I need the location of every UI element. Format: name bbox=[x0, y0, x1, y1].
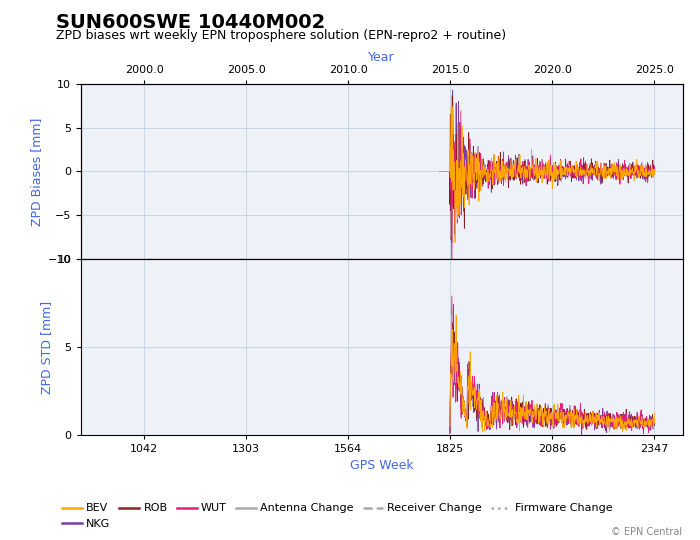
Y-axis label: ZPD Biases [mm]: ZPD Biases [mm] bbox=[30, 117, 43, 226]
Text: ZPD biases wrt weekly EPN troposphere solution (EPN-repro2 + routine): ZPD biases wrt weekly EPN troposphere so… bbox=[56, 29, 506, 42]
X-axis label: GPS Week: GPS Week bbox=[350, 460, 413, 472]
Text: © EPN Central: © EPN Central bbox=[611, 527, 682, 537]
Legend: BEV, NKG, ROB, WUT, Antenna Change, Receiver Change, Firmware Change: BEV, NKG, ROB, WUT, Antenna Change, Rece… bbox=[62, 503, 612, 529]
X-axis label: Year: Year bbox=[368, 51, 395, 64]
Y-axis label: ZPD STD [mm]: ZPD STD [mm] bbox=[41, 300, 53, 394]
Text: SUN600SWE 10440M002: SUN600SWE 10440M002 bbox=[56, 14, 326, 32]
